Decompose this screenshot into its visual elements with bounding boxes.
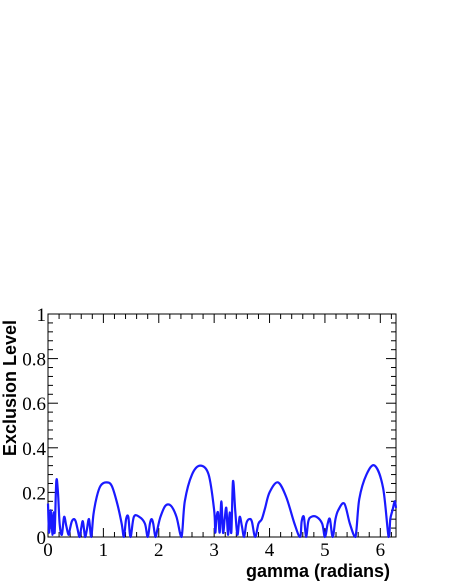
- y-tick-label: 0.4: [22, 439, 46, 460]
- y-axis-title: Exclusion Level: [0, 320, 20, 456]
- x-tick-label: 5: [320, 540, 330, 561]
- x-tick-label: 6: [376, 540, 386, 561]
- y-tick-label: 0: [37, 528, 47, 549]
- y-tick-label: 0.6: [22, 394, 46, 415]
- series-layer: [46, 464, 398, 539]
- x-tick-label: 1: [99, 540, 109, 561]
- y-tick-label: 0.2: [22, 483, 46, 504]
- axis-ticks: [47, 313, 396, 538]
- y-tick-label: 1: [37, 305, 47, 326]
- y-tick-label: 0.8: [22, 350, 46, 371]
- x-tick-label: 2: [154, 540, 164, 561]
- x-tick-label: 3: [209, 540, 219, 561]
- x-tick-label: 0: [43, 540, 53, 561]
- tick-labels: 0 1 2 3 4 5 6 0 0.2 0.4 0.6 0.8 1: [22, 305, 385, 561]
- plot-axes: [47, 313, 397, 538]
- series-line: [46, 464, 398, 539]
- plot-frame: [47, 313, 397, 538]
- x-tick-label: 4: [265, 540, 275, 561]
- x-axis-title: gamma (radians): [246, 561, 390, 581]
